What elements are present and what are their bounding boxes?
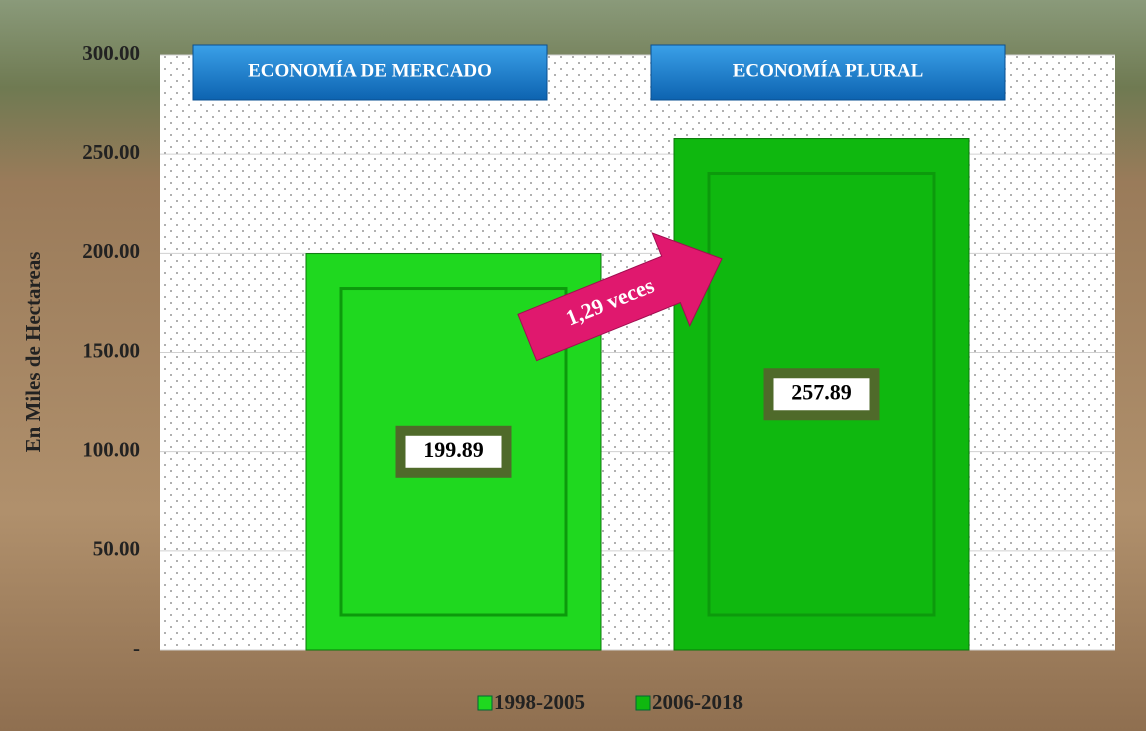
arrow xyxy=(517,232,723,362)
banner xyxy=(650,44,1006,101)
banner xyxy=(192,44,548,101)
y-tick-label: 250.00 xyxy=(82,140,140,164)
y-tick-label: 200.00 xyxy=(82,239,140,263)
y-tick-label: 100.00 xyxy=(82,437,140,461)
y-axis-label: En Miles de Hectareas xyxy=(21,252,45,453)
legend-label: 1998-2005 xyxy=(494,690,585,714)
legend-swatch xyxy=(635,695,651,711)
value-label-inner xyxy=(773,378,870,411)
value-label: 257.89 xyxy=(791,379,852,404)
banner-text: ECONOMÍA PLURAL xyxy=(733,59,924,81)
legend-label: 2006-2018 xyxy=(652,690,743,714)
bar-bevel xyxy=(707,172,936,617)
y-tick-label: - xyxy=(133,636,140,660)
y-tick-label: 300.00 xyxy=(82,41,140,65)
banner-text: ECONOMÍA DE MERCADO xyxy=(248,59,492,81)
arrow-annotation: 1,29 veces xyxy=(517,232,723,362)
value-label: 199.89 xyxy=(423,437,484,462)
y-tick-label: 50.00 xyxy=(93,537,140,561)
bar-bevel xyxy=(339,287,568,617)
y-tick-label: 150.00 xyxy=(82,338,140,362)
value-label-inner xyxy=(405,435,502,468)
legend-swatch xyxy=(477,695,493,711)
